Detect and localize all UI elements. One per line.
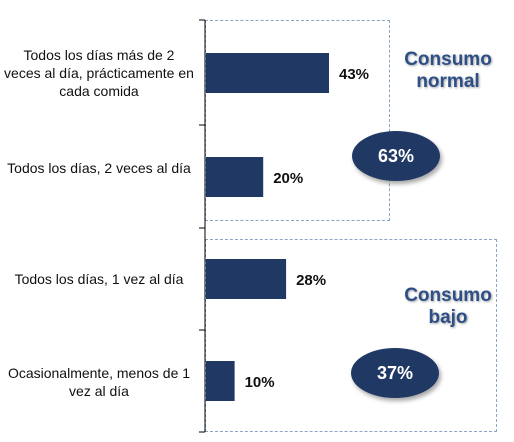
bar-2 [206, 259, 287, 299]
category-label-1: Todos los días, 2 veces al día [7, 160, 191, 176]
category-label-0: Todos los días más de 2 veces al día, pr… [4, 47, 194, 99]
bar-0 [206, 53, 329, 93]
bar-1 [206, 157, 264, 197]
bar-value-label-2: 28% [296, 272, 326, 289]
bar-value-label-1: 20% [273, 170, 303, 187]
group-total-normal: 63% [352, 131, 440, 181]
bar-value-label-0: 43% [339, 66, 369, 83]
bar-value-label-3: 10% [245, 374, 275, 391]
category-label-2: Todos los días, 1 vez al día [14, 271, 184, 287]
group-title-bajo: Consumo bajo [404, 285, 492, 328]
bar-3 [206, 361, 235, 401]
category-label-3: Ocasionalmente, menos de 1 vez al día [7, 365, 191, 399]
group-total-bajo: 37% [351, 348, 439, 398]
group-title-normal: Consumo normal [404, 49, 492, 92]
